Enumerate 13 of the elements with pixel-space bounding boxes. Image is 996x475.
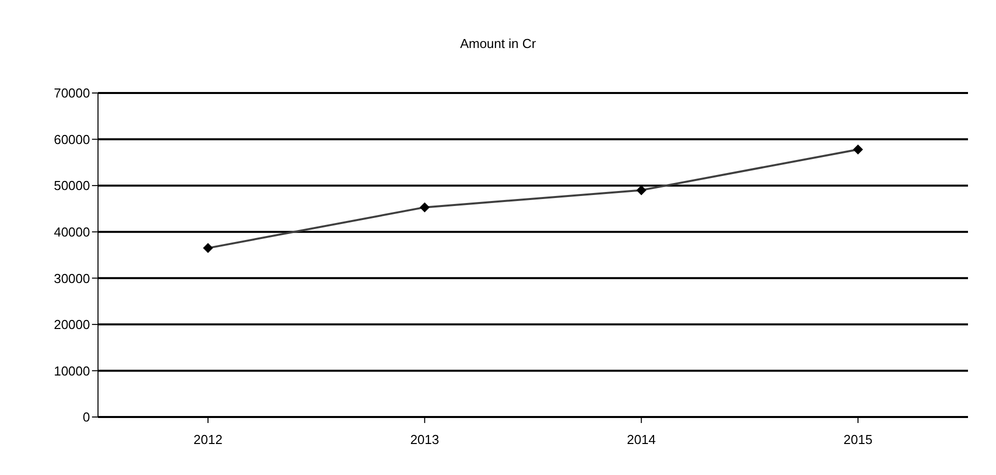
y-tick-label: 60000: [54, 132, 90, 147]
y-tick-label: 50000: [54, 178, 90, 194]
chart-title: Amount in Cr: [459, 36, 537, 51]
x-tick-label: 2015: [844, 432, 872, 448]
y-tick-label: 20000: [54, 317, 90, 332]
y-tick-label: 40000: [54, 224, 90, 240]
y-tick-label: 70000: [54, 86, 90, 101]
y-tick-label: 10000: [54, 363, 90, 378]
y-tick-label: 30000: [54, 270, 90, 286]
y-tick-label: 0: [82, 410, 90, 425]
x-tick-label: 2012: [194, 432, 222, 448]
x-tick-label: 2013: [410, 432, 440, 448]
x-tick-label: 2014: [626, 432, 656, 448]
